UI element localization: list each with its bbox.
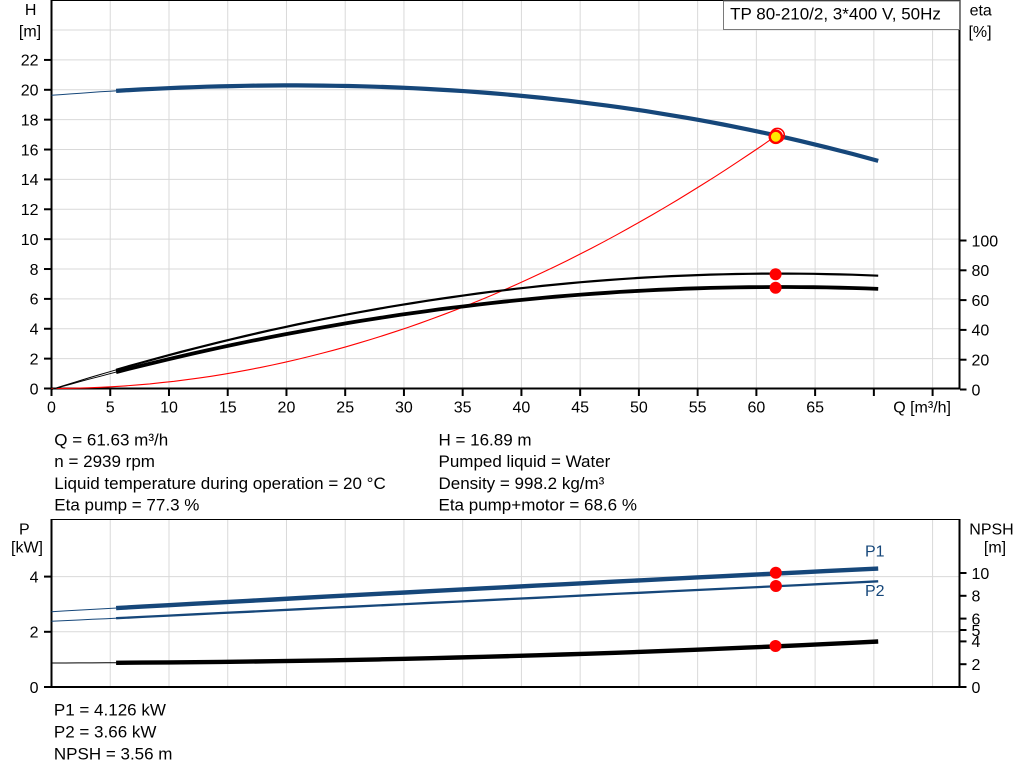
svg-text:40: 40	[513, 400, 531, 417]
svg-text:50: 50	[630, 400, 648, 417]
svg-text:Q = 61.63 m³/h: Q = 61.63 m³/h	[54, 431, 168, 450]
svg-text:18: 18	[21, 112, 39, 129]
svg-text:Liquid temperature during oper: Liquid temperature during operation = 20…	[54, 474, 385, 493]
svg-text:20: 20	[972, 353, 990, 370]
svg-text:P2 = 3.66 kW: P2 = 3.66 kW	[54, 723, 157, 742]
svg-text:Eta pump+motor = 68.6 %: Eta pump+motor = 68.6 %	[439, 495, 637, 514]
svg-text:0: 0	[30, 381, 39, 398]
svg-text:55: 55	[689, 400, 707, 417]
svg-text:2: 2	[30, 351, 39, 368]
svg-text:Eta pump = 77.3 %: Eta pump = 77.3 %	[54, 495, 199, 514]
svg-text:2: 2	[972, 657, 981, 674]
svg-text:Density = 998.2 kg/m³: Density = 998.2 kg/m³	[439, 474, 605, 493]
svg-text:45: 45	[571, 400, 589, 417]
svg-text:Pumped liquid = Water: Pumped liquid = Water	[439, 452, 611, 471]
svg-text:NPSH = 3.56 m: NPSH = 3.56 m	[54, 744, 173, 763]
svg-text:22: 22	[21, 53, 39, 70]
svg-text:H: H	[25, 2, 37, 19]
svg-text:5: 5	[972, 623, 981, 640]
svg-text:6: 6	[30, 292, 39, 309]
svg-text:4: 4	[30, 322, 39, 339]
svg-text:40: 40	[972, 323, 990, 340]
svg-text:0: 0	[972, 680, 981, 697]
svg-text:6: 6	[972, 611, 981, 628]
svg-text:[%]: [%]	[968, 24, 991, 41]
svg-text:2: 2	[30, 625, 39, 642]
svg-text:16: 16	[21, 142, 39, 159]
svg-text:30: 30	[395, 400, 413, 417]
svg-text:TP 80-210/2, 3*400 V, 50Hz: TP 80-210/2, 3*400 V, 50Hz	[730, 5, 941, 24]
svg-text:80: 80	[972, 263, 990, 280]
svg-text:20: 20	[21, 83, 39, 100]
svg-text:P: P	[19, 522, 30, 539]
svg-text:P2: P2	[865, 583, 885, 600]
svg-text:100: 100	[972, 233, 999, 250]
svg-text:65: 65	[806, 400, 824, 417]
svg-text:P1: P1	[865, 544, 885, 561]
svg-text:25: 25	[336, 400, 354, 417]
svg-text:[kW]: [kW]	[11, 540, 43, 557]
svg-text:60: 60	[747, 400, 765, 417]
svg-text:[m]: [m]	[984, 540, 1006, 557]
svg-text:H = 16.89 m: H = 16.89 m	[439, 431, 532, 450]
svg-text:5: 5	[106, 400, 115, 417]
svg-text:0: 0	[972, 382, 981, 399]
svg-text:60: 60	[972, 293, 990, 310]
svg-text:eta: eta	[970, 2, 992, 19]
svg-text:NPSH: NPSH	[969, 522, 1013, 539]
svg-text:15: 15	[219, 400, 237, 417]
svg-text:n = 2939 rpm: n = 2939 rpm	[54, 452, 155, 471]
svg-text:12: 12	[21, 202, 39, 219]
svg-text:20: 20	[278, 400, 296, 417]
svg-text:0: 0	[30, 680, 39, 697]
svg-text:8: 8	[972, 589, 981, 606]
svg-text:14: 14	[21, 172, 39, 189]
svg-text:10: 10	[972, 566, 990, 583]
svg-text:4: 4	[30, 569, 39, 586]
svg-text:10: 10	[160, 400, 178, 417]
svg-text:Q [m³/h]: Q [m³/h]	[893, 400, 951, 417]
svg-text:P1 = 4.126 kW: P1 = 4.126 kW	[54, 701, 166, 720]
svg-text:4: 4	[972, 634, 981, 651]
svg-text:0: 0	[47, 400, 56, 417]
svg-text:[m]: [m]	[19, 24, 41, 41]
svg-text:10: 10	[21, 232, 39, 249]
svg-text:8: 8	[30, 262, 39, 279]
svg-text:35: 35	[454, 400, 472, 417]
